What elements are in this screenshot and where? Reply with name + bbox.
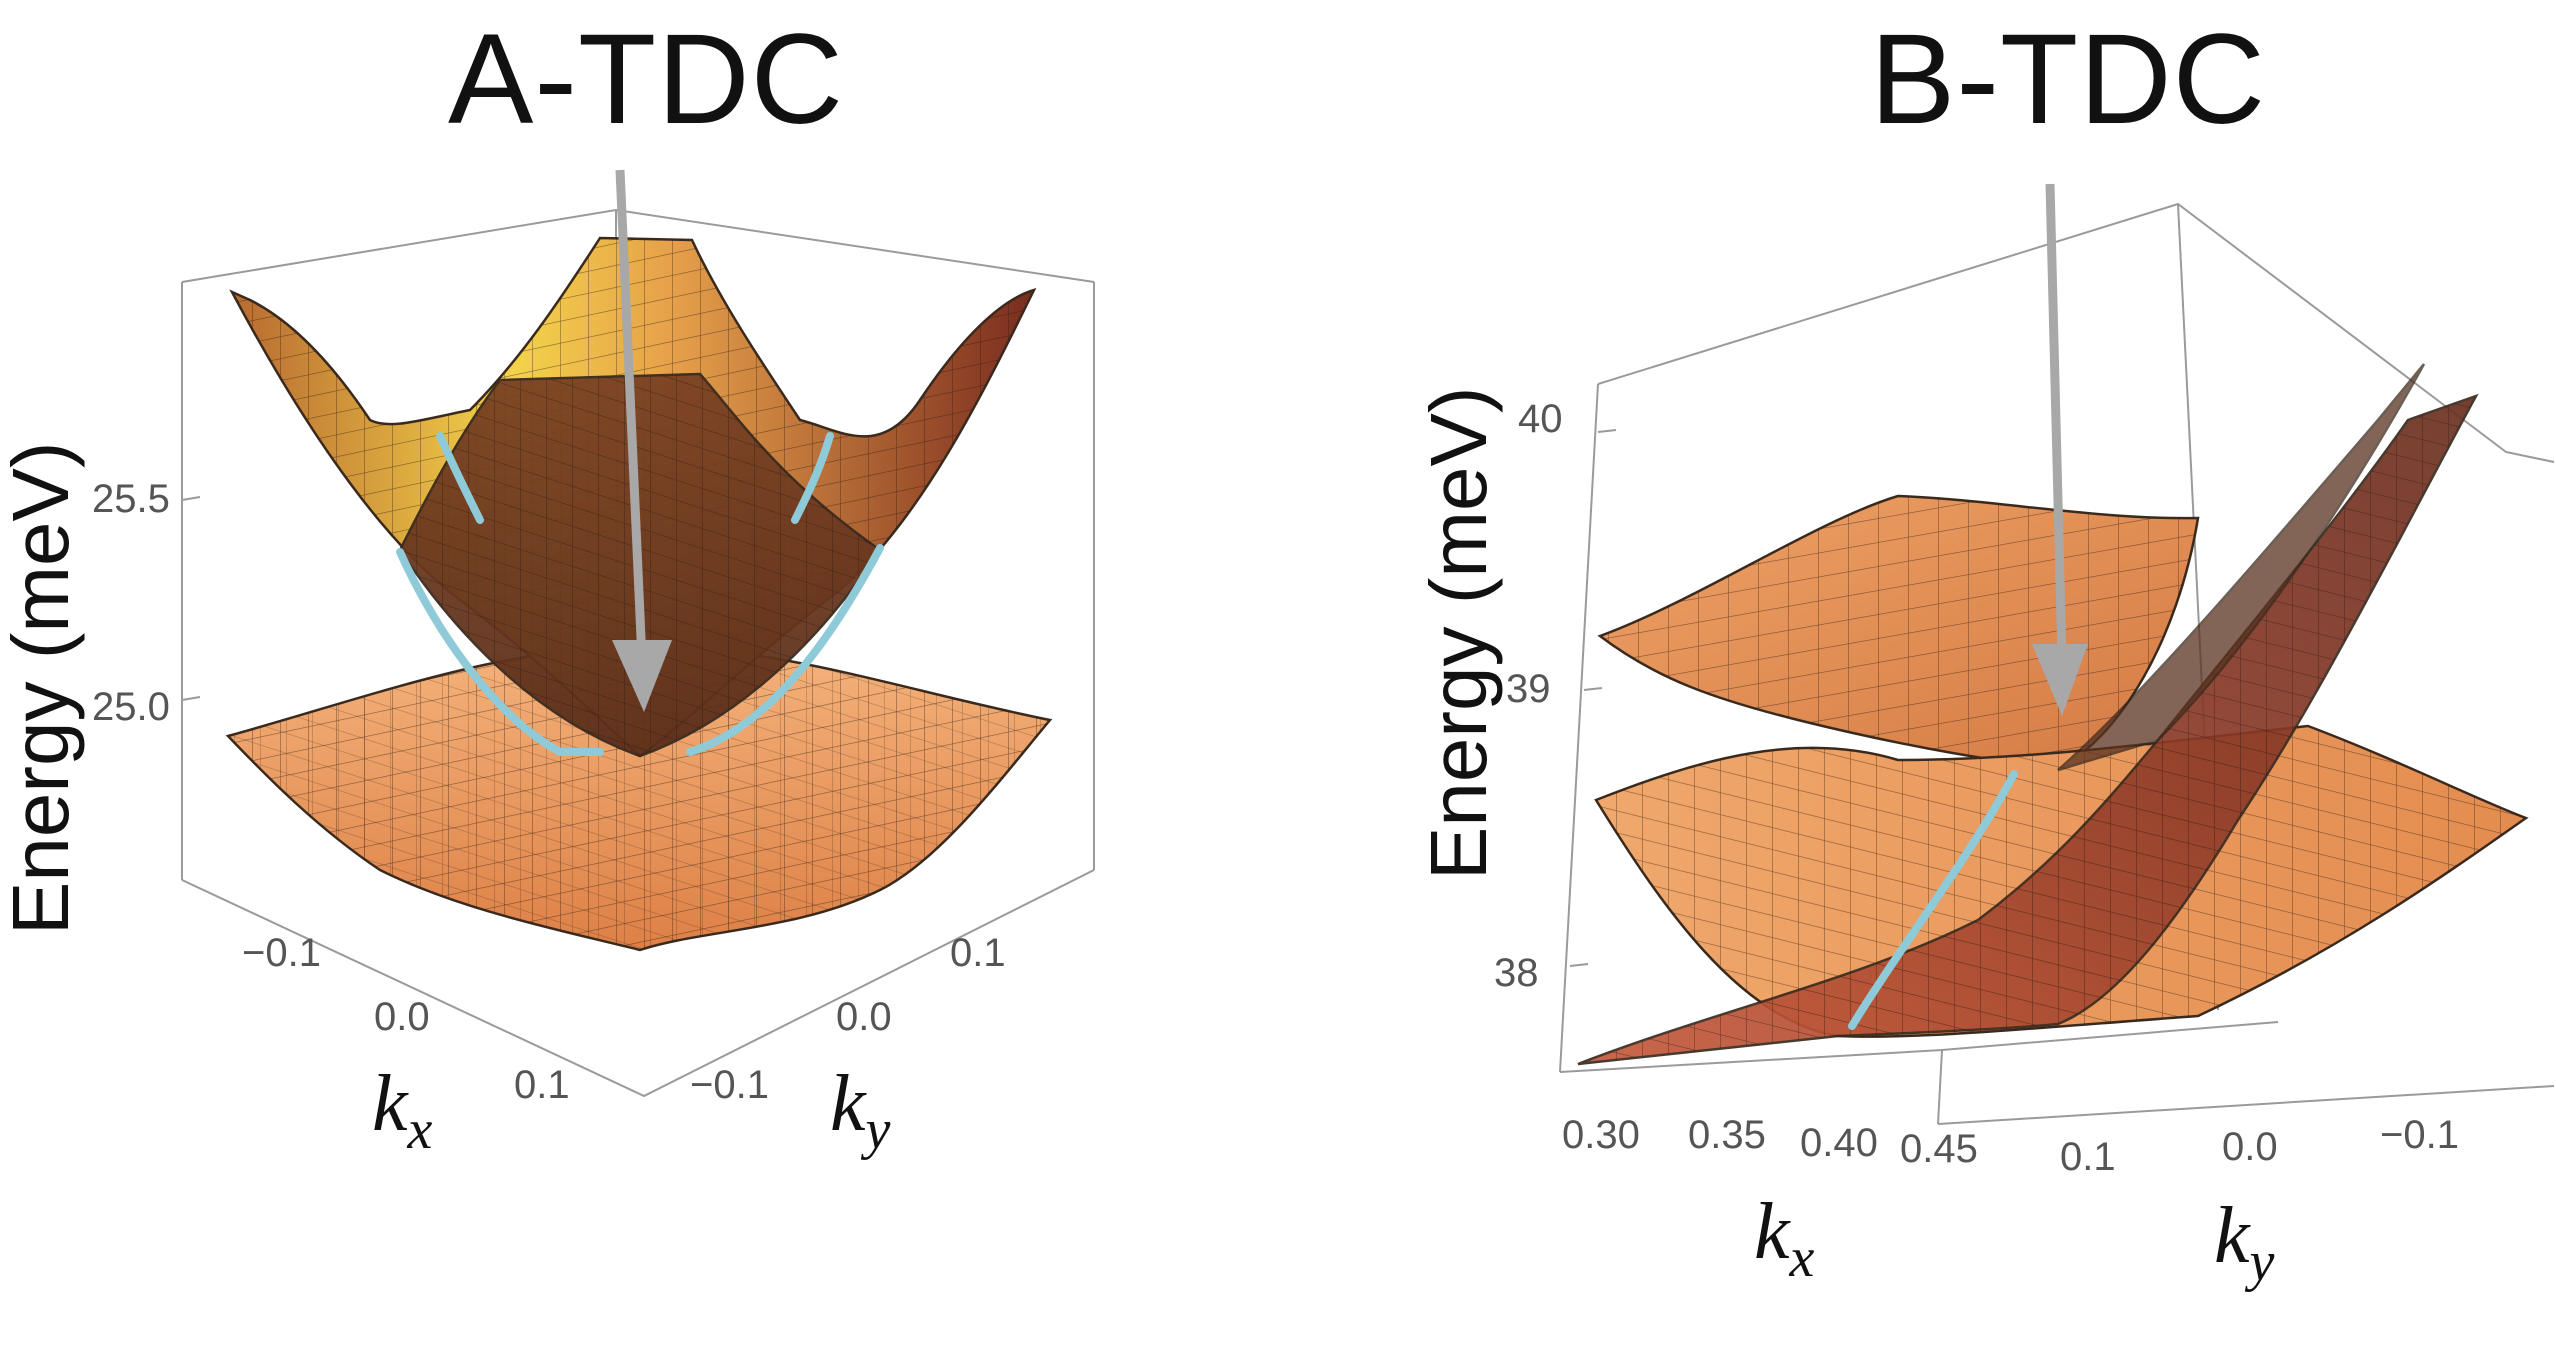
ky-axis: 0.1 0.0 −0.1 ky	[2060, 1113, 2459, 1293]
z-axis: 25.5 25.0 Energy (meV)	[0, 442, 201, 935]
ky-tick: 0.0	[836, 995, 892, 1039]
plot-b-tdc: 40 39 38 Energy (meV) 0.30 0.35 0.40 0.4…	[1414, 183, 2555, 1293]
z-tick: 39	[1506, 667, 1551, 711]
kx-tick: 0.40	[1800, 1121, 1878, 1165]
panel-title: B-TDC	[1870, 8, 2267, 151]
ky-label-sub: y	[2245, 1231, 2275, 1293]
z-tick: 38	[1494, 951, 1539, 995]
kx-label-letter: k	[372, 1060, 409, 1148]
y-axis-label: Energy (meV)	[0, 442, 85, 935]
kx-tick: 0.0	[374, 995, 430, 1039]
kx-tick: 0.1	[514, 1063, 570, 1107]
panel-b-tdc: B-TDC	[1278, 0, 2556, 1360]
bounding-box	[181, 208, 1095, 1098]
plot-a-tdc: 25.5 25.0 Energy (meV) −0.1 0.0 0.1 kx −…	[0, 169, 1095, 1161]
ky-label-letter: k	[830, 1060, 867, 1148]
z-tick: 40	[1518, 397, 1563, 441]
kx-axis: −0.1 0.0 0.1 kx	[242, 931, 570, 1161]
z-axis: 40 39 38 Energy (meV)	[1414, 387, 1617, 995]
kx-label: kx	[1754, 1188, 1815, 1289]
z-tick: 25.5	[92, 477, 170, 521]
ky-tick: 0.1	[950, 931, 1006, 975]
kx-tick: 0.30	[1562, 1113, 1640, 1157]
kx-tick: −0.1	[242, 931, 321, 975]
ky-tick: −0.1	[690, 1063, 769, 1107]
tdc-curve-b	[1848, 770, 2018, 1030]
ky-label-letter: k	[2214, 1192, 2251, 1280]
kx-label-sub: x	[1789, 1227, 1815, 1289]
kx-label: kx	[372, 1060, 433, 1161]
panel-a-tdc: A-TDC	[0, 8, 1095, 1161]
y-axis-label: Energy (meV)	[1414, 387, 1503, 880]
tdc-arrow	[612, 169, 672, 712]
kx-tick: 0.35	[1688, 1113, 1766, 1157]
ky-tick: −0.1	[2380, 1113, 2459, 1157]
ky-label: ky	[830, 1060, 891, 1161]
ky-label-sub: y	[861, 1099, 891, 1161]
z-tick: 25.0	[92, 685, 170, 729]
kx-label-sub: x	[407, 1099, 433, 1161]
panel-title: A-TDC	[448, 8, 845, 151]
tdc-arrow	[2032, 183, 2088, 716]
kx-axis: 0.30 0.35 0.40 0.45 kx	[1562, 1113, 1978, 1289]
kx-tick: 0.45	[1900, 1127, 1978, 1171]
ky-tick: 0.0	[2222, 1125, 2278, 1169]
ky-axis: −0.1 0.0 0.1 ky	[690, 931, 1006, 1161]
ky-label: ky	[2214, 1192, 2275, 1293]
kx-label-letter: k	[1754, 1188, 1791, 1276]
tdc-curve-a	[396, 432, 884, 756]
ky-tick: 0.1	[2060, 1135, 2116, 1179]
